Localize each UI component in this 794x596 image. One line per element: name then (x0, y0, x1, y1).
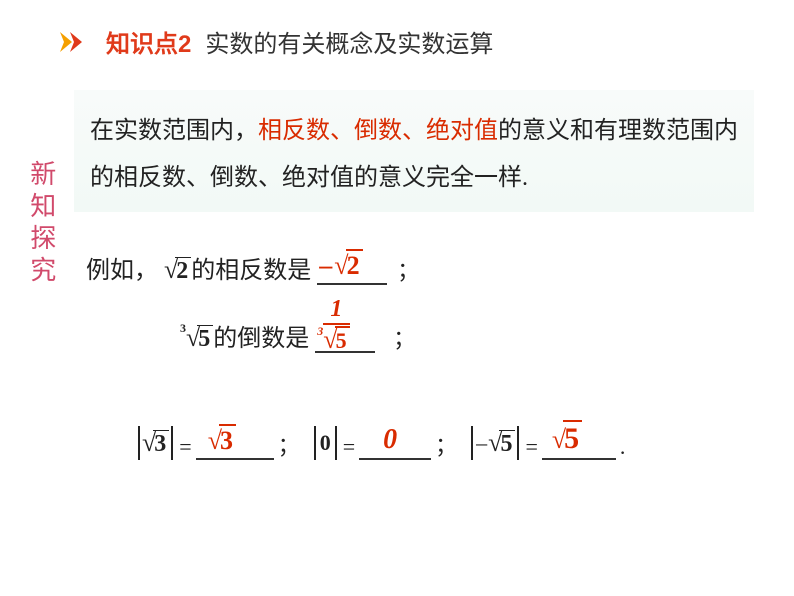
sqrt-2: √2 (164, 255, 191, 285)
double-arrow-icon (60, 32, 94, 52)
header: 知识点2 实数的有关概念及实数运算 (60, 24, 493, 59)
ans2-fraction: 1 3 √5 (323, 297, 349, 353)
ans1-sign: – (319, 251, 332, 280)
sidebar: 新知探究 (22, 160, 52, 288)
body-part1: 在实数范围内， (90, 118, 258, 144)
eq-2: = (343, 434, 355, 460)
blank-3c: √5 (542, 430, 616, 460)
abs-sqrt3: √3 (136, 426, 175, 460)
ex2-tail: ； (393, 326, 415, 351)
ex3c-tail: . (620, 434, 626, 460)
ex1-tail: ； (397, 258, 419, 283)
example-intro: 例如， (86, 258, 158, 284)
abs-neg-sqrt5: – √5 (469, 426, 521, 460)
blank-1: –√2 (317, 255, 387, 285)
eq-3: = (525, 434, 537, 460)
example-1: 例如， √2 的相反数是 –√2 ； (86, 250, 726, 300)
ex3b-tail: ； (435, 428, 457, 460)
blank-3b: 0 (359, 430, 431, 460)
ex3a-tail: ； (278, 428, 300, 460)
example-2: 3 √5 的倒数是 1 3 √5 ； (186, 318, 746, 388)
blank-3a: √3 (196, 430, 274, 460)
knowledge-point-label: 知识点2 (106, 31, 191, 58)
knowledge-point-title: 实数的有关概念及实数运算 (205, 32, 493, 58)
eq-1: = (179, 434, 191, 460)
blank-2: 1 3 √5 (315, 323, 375, 353)
concept-box: 在实数范围内，相反数、倒数、绝对值的意义和有理数范围内的相反数、倒数、绝对值的意… (74, 90, 754, 212)
abs-0: 0 (312, 426, 339, 460)
example-3: √3 = √3 ； 0 = 0 ； – √5 = √5 (136, 410, 794, 460)
ex2-phrase: 的倒数是 (213, 326, 309, 352)
body-highlight: 相反数、倒数、绝对值 (258, 118, 498, 144)
cbrt-5: 3 √5 (186, 323, 213, 353)
ex1-phrase: 的相反数是 (191, 258, 311, 284)
sidebar-label: 新知探究 (22, 160, 60, 288)
